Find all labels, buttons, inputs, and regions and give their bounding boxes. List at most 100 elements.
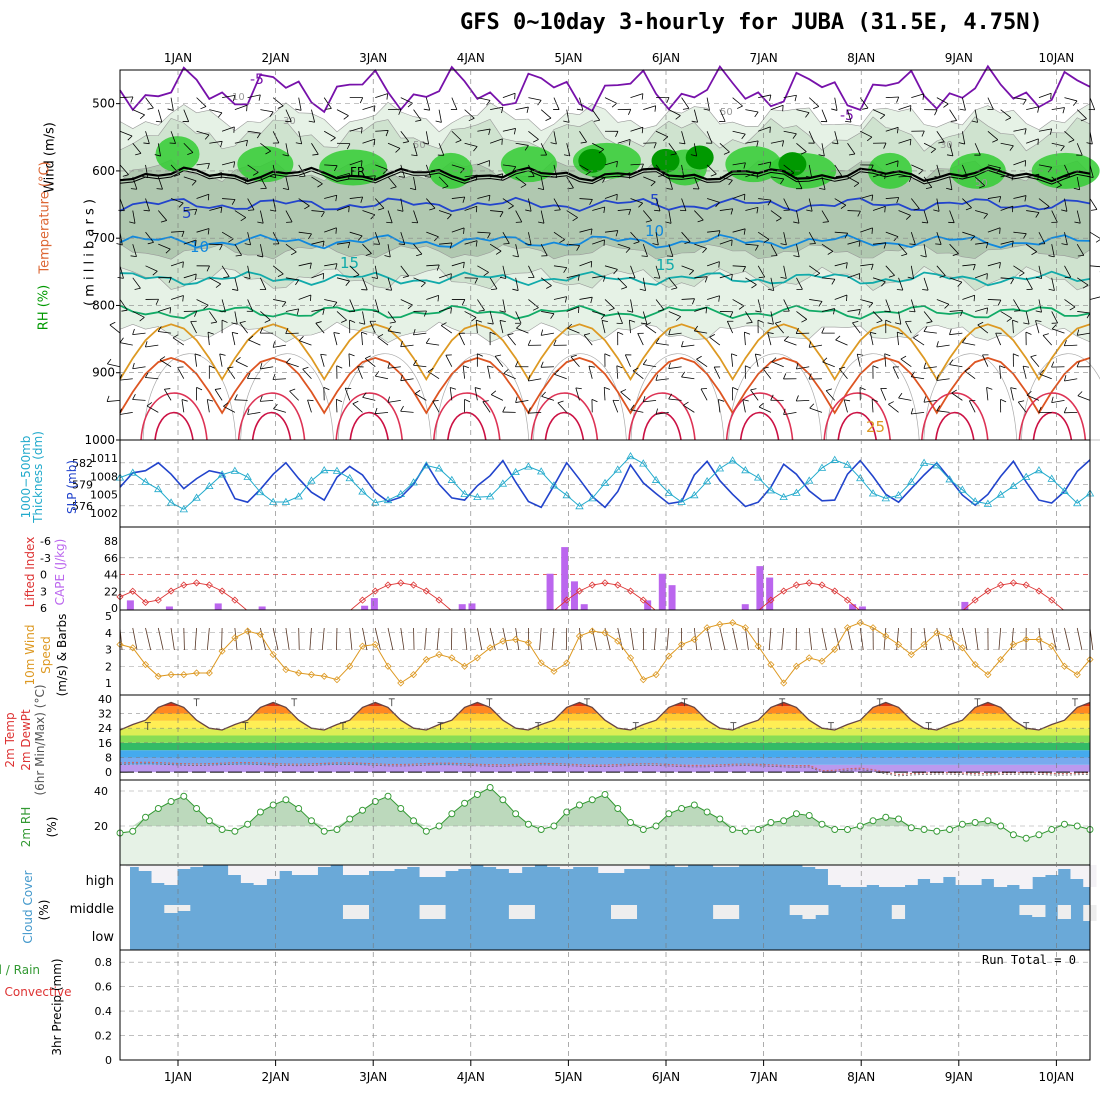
wind10-point: [307, 671, 316, 679]
wind-barb: [206, 399, 210, 413]
wind-barb: [1038, 265, 1043, 279]
wind-barb: [1076, 210, 1081, 224]
wind-barb-flag: [134, 287, 141, 290]
cloud-y-tick: middle: [70, 902, 114, 917]
wind10-barb: [744, 627, 749, 651]
label-rh: RH (%): [36, 284, 52, 331]
wind-barb: [808, 231, 816, 244]
wind10-point: [856, 619, 864, 627]
wind-barb: [821, 277, 835, 280]
wind-barb: [696, 358, 708, 368]
wind-barb: [324, 164, 338, 167]
wind10-barb: [387, 627, 394, 651]
wind-barb: [146, 405, 159, 413]
wind-barb: [362, 396, 376, 401]
wind-barb-flag: [780, 276, 787, 279]
wind-barb-flag: [295, 279, 300, 286]
wind-barb-flag: [611, 103, 617, 108]
wind-barb-flag: [744, 331, 751, 335]
wind-barb-flag: [231, 322, 238, 325]
wind-barb: [503, 373, 516, 380]
wind-barb: [1089, 296, 1100, 300]
wind-barb-flag: [754, 111, 759, 118]
wind-barb: [783, 265, 787, 279]
wind-barb-flag: [447, 214, 452, 220]
wind-barb-flag: [598, 149, 604, 154]
wind-barb: [451, 196, 465, 199]
slp-point: [371, 498, 380, 506]
wind-barb-flag: [290, 251, 297, 256]
wind-barb: [449, 387, 453, 401]
wind-barb: [227, 367, 236, 379]
wind-barb: [617, 172, 631, 178]
wind-barb: [655, 378, 669, 381]
wind-barb-flag: [881, 281, 886, 287]
wind-barb: [982, 354, 989, 367]
wind-barb: [655, 198, 661, 212]
wind-barb: [311, 240, 325, 245]
day-label-bottom: 4JAN: [457, 1070, 485, 1084]
slp-point: [945, 475, 954, 483]
wind-barb-flag: [400, 405, 404, 412]
wind-barb-flag: [147, 241, 154, 245]
wind-barb: [624, 354, 631, 367]
wind-barb: [974, 143, 981, 156]
wind-barb: [196, 193, 209, 199]
wind-barb: [528, 97, 542, 101]
wind-barb: [869, 332, 874, 346]
wind-barb: [172, 337, 185, 346]
wind-barb: [579, 198, 593, 200]
wind-barb-flag: [207, 399, 214, 402]
slp-point: [422, 461, 431, 469]
wind-barb: [107, 363, 121, 368]
wind-barb: [630, 93, 644, 99]
wind-barb-flag: [888, 274, 895, 278]
wind-barb: [668, 366, 682, 369]
wind-barb: [272, 378, 286, 380]
wind-barb-flag: [374, 407, 378, 414]
wind-barb-flag: [487, 232, 491, 239]
wind-barb: [834, 131, 839, 144]
wind-barb: [936, 97, 949, 105]
wind-barb-flag: [442, 185, 449, 189]
wind-barb: [387, 176, 397, 188]
slp-point: [817, 463, 827, 471]
slp-point: [830, 455, 839, 463]
cloud-high-gap: [164, 865, 178, 885]
wind-barb: [1051, 311, 1058, 324]
temp-contour-30: [725, 392, 794, 441]
wind-barb: [502, 265, 507, 279]
wind-barb-flag: [425, 337, 430, 344]
slp-point: [217, 470, 227, 478]
cloud-high-gap: [508, 865, 523, 873]
slp-y-tick: 1005: [90, 489, 118, 502]
wind-barb-flag: [1012, 319, 1019, 323]
cloud-high-gap: [1057, 865, 1071, 869]
wind-barb-flag: [450, 307, 452, 314]
cloud-high-gap: [368, 865, 382, 871]
upper-y-tick: 1000: [84, 433, 115, 447]
wind-barb: [975, 210, 988, 215]
wind-barb: [477, 265, 489, 273]
wind-barb: [553, 265, 567, 268]
wind-barb-flag: [909, 105, 912, 112]
wind-barb-flag: [913, 208, 920, 211]
wind10-point: [958, 644, 966, 652]
wind-barb: [119, 378, 133, 381]
wind-barb: [247, 265, 251, 279]
wind-barb-flag: [775, 321, 782, 324]
wind-barb-flag: [934, 176, 941, 178]
rh2m-point: [461, 799, 469, 807]
wind-barb-flag: [896, 289, 903, 291]
wind10-barb: [949, 627, 956, 651]
wind-barb-flag: [986, 273, 988, 280]
wind-barb: [859, 97, 869, 109]
cloud-high-gap: [993, 865, 1008, 887]
cloud-middle-gap: [1032, 905, 1046, 917]
lifted-index-point: [1009, 579, 1017, 587]
wind-barb: [762, 368, 772, 379]
wind10-point: [550, 667, 558, 675]
wind-barb-flag: [499, 320, 506, 323]
wind-barb: [170, 261, 184, 267]
wind-barb: [507, 334, 516, 346]
